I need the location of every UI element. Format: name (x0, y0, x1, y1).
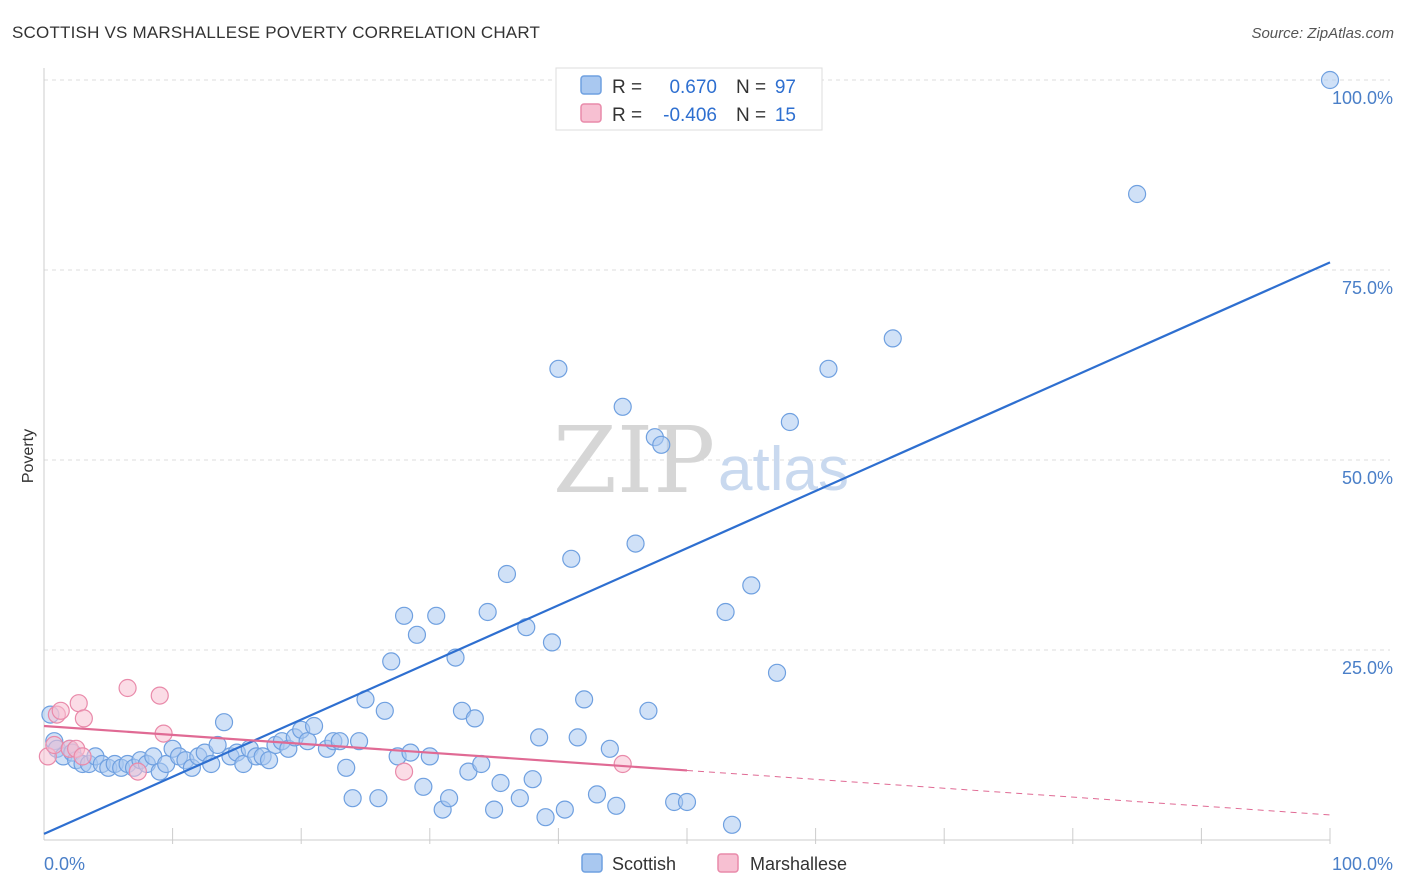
legend-swatch-marshallese (580, 103, 602, 123)
scottish-point (369, 789, 388, 808)
scottish-point (337, 758, 356, 777)
scottish-point (639, 701, 658, 720)
scottish-point (780, 412, 799, 432)
bottom-legend-swatch-scottish (581, 853, 603, 873)
bottom-legend-label-scottish: Scottish (612, 854, 676, 874)
bottom-legend: Scottish Marshallese (581, 853, 847, 874)
marshallese-point (128, 762, 147, 781)
y-tick-label-100: 100.0% (1332, 88, 1393, 108)
scottish-point (742, 576, 761, 595)
x-tick-label-right: 100.0% (1332, 854, 1393, 874)
chart-title: SCOTTISH VS MARSHALLESE POVERTY CORRELAT… (12, 23, 540, 42)
legend-swatch-scottish (580, 75, 602, 95)
scottish-point (497, 564, 517, 584)
legend-n-label-scottish: N = (736, 77, 766, 98)
marshallese-trend-line-extension (686, 769, 1331, 816)
scottish-point (716, 602, 735, 622)
scottish-point (613, 397, 632, 416)
y-tick-label-75: 75.0% (1342, 278, 1393, 298)
scottish-point (465, 709, 484, 728)
scottish-point (304, 716, 324, 736)
scottish-point (259, 751, 279, 770)
scottish-point (600, 739, 619, 758)
scottish-point (562, 549, 581, 568)
scottish-point (607, 796, 626, 815)
chart-source: Source: ZipAtlas.com (1251, 25, 1394, 42)
x-tick-label-left: 0.0% (44, 854, 85, 874)
scottish-point (298, 732, 317, 751)
scottish-point (510, 789, 529, 808)
legend-box: R = 0.670 N = 97 R = -0.406 N = 15 (555, 67, 823, 131)
scottish-point (555, 800, 574, 819)
y-axis-label: Poverty (20, 429, 37, 483)
scottish-point (478, 602, 497, 622)
marshallese-point (69, 694, 88, 713)
y-tick-labels: 25.0% 50.0% 75.0% 100.0% (1332, 88, 1393, 678)
scottish-point (677, 792, 697, 812)
scottish-point (485, 800, 504, 819)
x-axis-ticks (172, 828, 1331, 844)
watermark-atlas: atlas (718, 435, 849, 504)
scottish-point (427, 606, 446, 625)
scottish-point (767, 663, 787, 682)
scottish-point (819, 359, 838, 378)
scottish-point (568, 728, 587, 747)
bottom-legend-label-marshallese: Marshallese (750, 854, 847, 874)
scottish-point (536, 808, 555, 827)
scottish-point (549, 359, 568, 378)
scottish-point (208, 735, 227, 755)
scottish-point (1127, 184, 1147, 204)
marshallese-point (394, 762, 414, 781)
marshallese-point (51, 701, 70, 720)
legend-n-value-scottish: 97 (775, 77, 796, 98)
scottish-point (382, 652, 401, 671)
legend-r-label-marshallese: R = (612, 105, 642, 126)
scottish-point (343, 789, 362, 808)
scottish-point (472, 754, 491, 774)
y-tick-label-25: 25.0% (1342, 658, 1393, 678)
scottish-point (626, 534, 645, 553)
y-tick-label-50: 50.0% (1342, 468, 1393, 488)
scottish-point (407, 625, 427, 644)
marshallese-point (150, 686, 169, 705)
scottish-point (652, 435, 671, 454)
legend-r-value-marshallese: -0.406 (663, 105, 717, 126)
scottish-point (523, 770, 542, 789)
scottish-point (414, 777, 433, 796)
scottish-point (439, 789, 459, 808)
scottish-point (394, 606, 414, 625)
marshallese-trend-line (43, 724, 688, 772)
scottish-point (491, 773, 510, 793)
scottish-point (375, 701, 394, 720)
scottish-point (349, 732, 369, 751)
marshallese-point (613, 754, 632, 774)
scottish-point (420, 747, 439, 766)
trend-lines (43, 261, 1331, 835)
scottish-point (575, 690, 594, 709)
scottish-point (883, 329, 902, 348)
marshallese-point (73, 747, 92, 766)
gridlines (44, 79, 1390, 651)
marshallese-point (118, 678, 137, 698)
scottish-point (722, 815, 742, 834)
scottish-point (542, 633, 562, 652)
legend-r-label-scottish: R = (612, 77, 642, 98)
legend-n-label-marshallese: N = (736, 105, 766, 126)
scottish-trend-line (43, 261, 1331, 835)
bottom-legend-swatch-marshallese (717, 853, 739, 873)
scottish-point (1320, 70, 1340, 90)
watermark-zip: ZIP (553, 407, 715, 514)
marshallese-points (38, 678, 632, 781)
scottish-point (214, 713, 234, 732)
legend-n-value-marshallese: 15 (775, 105, 796, 126)
scottish-point (587, 785, 607, 804)
marshallese-point (45, 735, 64, 755)
marshallese-point (74, 709, 93, 728)
legend-r-value-scottish: 0.670 (669, 77, 717, 98)
scottish-point (530, 728, 549, 747)
